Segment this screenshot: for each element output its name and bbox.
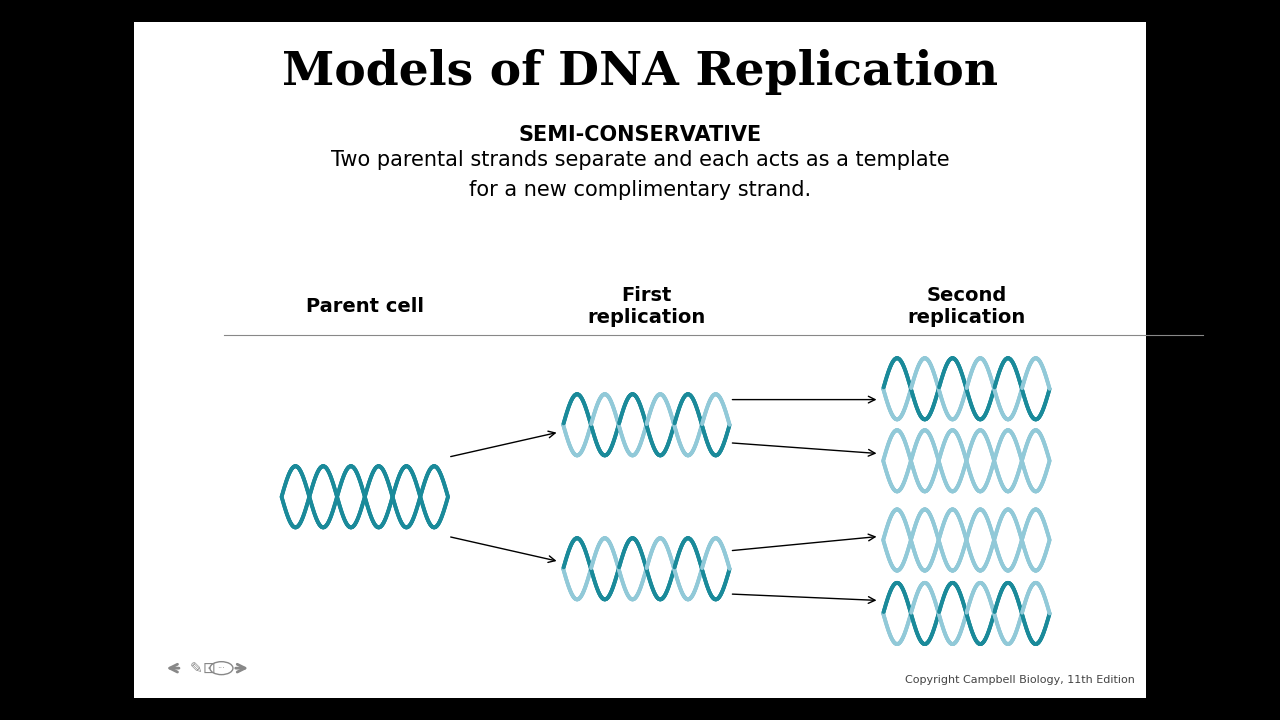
Text: SEMI-CONSERVATIVE: SEMI-CONSERVATIVE xyxy=(518,125,762,145)
Text: Second
replication: Second replication xyxy=(908,286,1025,326)
Text: First
replication: First replication xyxy=(588,286,705,326)
Text: Two parental strands separate and each acts as a template
for a new complimentar: Two parental strands separate and each a… xyxy=(330,150,950,199)
Text: ⊡: ⊡ xyxy=(202,661,215,675)
Text: Copyright Campbell Biology, 11th Edition: Copyright Campbell Biology, 11th Edition xyxy=(905,675,1135,685)
Text: Parent cell: Parent cell xyxy=(306,297,424,315)
Text: ✎: ✎ xyxy=(189,661,202,675)
Text: Models of DNA Replication: Models of DNA Replication xyxy=(282,49,998,95)
Text: ···: ··· xyxy=(218,664,225,672)
